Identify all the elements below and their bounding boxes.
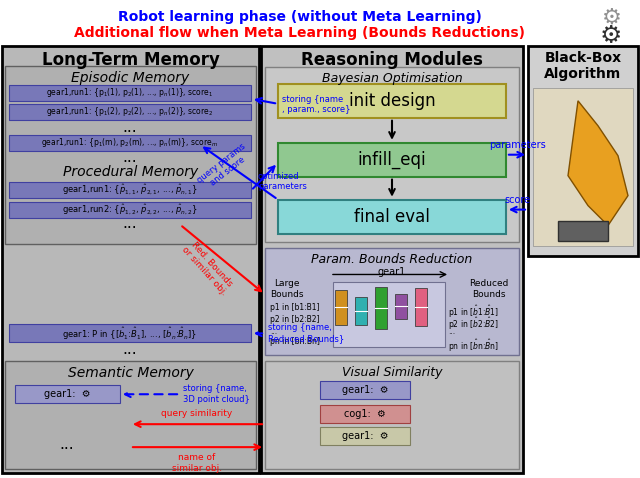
Text: gear1:  ⚙: gear1: ⚙ xyxy=(44,389,90,399)
Text: pn in [$\hat{b}$n:$\hat{B}$n]: pn in [$\hat{b}$n:$\hat{B}$n] xyxy=(448,337,499,354)
Text: optimized
parameters: optimized parameters xyxy=(258,172,307,191)
Text: score: score xyxy=(504,195,530,205)
Bar xyxy=(278,200,506,234)
Bar xyxy=(265,361,519,469)
Text: p1 in [$\hat{b}$1:$\hat{B}$1]: p1 in [$\hat{b}$1:$\hat{B}$1] xyxy=(448,304,499,320)
Text: pn in [bn:Bn]: pn in [bn:Bn] xyxy=(270,337,320,347)
Bar xyxy=(528,46,638,256)
Text: cog1:  ⚙: cog1: ⚙ xyxy=(344,409,386,419)
Bar xyxy=(320,427,410,445)
Bar xyxy=(15,385,120,403)
Bar xyxy=(333,282,445,348)
Text: p1 in [b1:B1]: p1 in [b1:B1] xyxy=(270,304,319,313)
Text: Reasoning Modules: Reasoning Modules xyxy=(301,51,483,69)
Text: Red. Bounds
or similar obj.: Red. Bounds or similar obj. xyxy=(180,238,236,297)
Bar xyxy=(5,361,256,469)
Text: p2 in [$\hat{b}$2:$\hat{B}$2]: p2 in [$\hat{b}$2:$\hat{B}$2] xyxy=(448,315,499,332)
Text: Episodic Memory: Episodic Memory xyxy=(72,71,189,85)
Text: ...: ... xyxy=(123,216,138,231)
Bar xyxy=(375,287,387,329)
Bar xyxy=(9,104,251,120)
Polygon shape xyxy=(568,101,628,226)
Text: ...: ... xyxy=(123,342,138,357)
Bar xyxy=(320,405,410,423)
Text: gear1,run1: {$\hat{p}_{1,1}$, $\hat{p}_{2,1}$, ..., $\hat{p}_{n,1}$}: gear1,run1: {$\hat{p}_{1,1}$, $\hat{p}_{… xyxy=(62,183,198,197)
Bar xyxy=(2,46,259,473)
Bar xyxy=(335,291,347,326)
Text: gear1,run1: {p$_1$(2), p$_2$(2), ..., p$_n$(2)}, score$_2$: gear1,run1: {p$_1$(2), p$_2$(2), ..., p$… xyxy=(46,105,214,118)
Text: Large
Bounds: Large Bounds xyxy=(270,280,304,299)
Text: ...: ... xyxy=(123,120,138,135)
Bar xyxy=(278,84,506,118)
Bar xyxy=(265,67,519,241)
Text: Reduced
Bounds: Reduced Bounds xyxy=(469,280,509,299)
Bar xyxy=(9,135,251,151)
Text: Additional flow when Meta Learning (Bounds Reductions): Additional flow when Meta Learning (Boun… xyxy=(74,26,525,40)
Text: ...: ... xyxy=(60,436,74,452)
Bar xyxy=(355,297,367,326)
Text: ⚙: ⚙ xyxy=(602,8,622,28)
Text: gear1:  ⚙: gear1: ⚙ xyxy=(342,385,388,395)
Text: ...: ... xyxy=(270,327,277,337)
Text: Semantic Memory: Semantic Memory xyxy=(68,366,193,380)
Text: Robot learning phase (without Meta Learning): Robot learning phase (without Meta Learn… xyxy=(118,10,482,24)
Bar xyxy=(9,325,251,342)
Bar xyxy=(415,288,427,326)
Bar xyxy=(261,46,523,473)
Bar xyxy=(533,88,633,246)
Text: storing {name,
Reduced Bounds}: storing {name, Reduced Bounds} xyxy=(268,324,344,343)
Bar xyxy=(9,202,251,217)
Text: query similarity: query similarity xyxy=(161,409,232,418)
Text: query params
and score: query params and score xyxy=(196,142,254,194)
Text: gear1,run1: {p$_1$(m), p$_2$(m), ..., p$_n$(m)}, score$_m$: gear1,run1: {p$_1$(m), p$_2$(m), ..., p$… xyxy=(42,136,218,149)
Text: gear1: gear1 xyxy=(378,268,406,278)
Text: Procedural Memory: Procedural Memory xyxy=(63,165,198,179)
Text: ⚙: ⚙ xyxy=(600,24,622,48)
Text: init design: init design xyxy=(349,92,435,110)
Bar xyxy=(320,381,410,399)
Bar xyxy=(9,85,251,101)
Text: Param. Bounds Reduction: Param. Bounds Reduction xyxy=(312,252,472,265)
Bar xyxy=(395,294,407,319)
Text: parameters: parameters xyxy=(488,140,545,150)
Bar xyxy=(278,143,506,177)
Text: Long-Term Memory: Long-Term Memory xyxy=(42,51,220,69)
Text: p2 in [b2:B2]: p2 in [b2:B2] xyxy=(270,315,319,325)
Bar xyxy=(265,248,519,355)
Bar xyxy=(5,66,256,243)
Text: ...: ... xyxy=(123,150,138,165)
Text: ...: ... xyxy=(448,327,455,337)
Text: Bayesian Optimisation: Bayesian Optimisation xyxy=(322,72,462,85)
Text: Black-Box
Algorithm: Black-Box Algorithm xyxy=(545,51,621,81)
Text: gear1: P in {[$\hat{b}_1$:$\hat{B}_1$], ..., [$\hat{b}_n$:$\hat{B}_n$]}: gear1: P in {[$\hat{b}_1$:$\hat{B}_1$], … xyxy=(62,325,198,342)
Text: infill_eqi: infill_eqi xyxy=(358,151,426,169)
Bar xyxy=(9,182,251,197)
Text: final eval: final eval xyxy=(354,207,430,226)
Text: gear1,run2: {$\hat{p}_{1,2}$, $\hat{p}_{2,2}$, ..., $\hat{p}_{n,2}$}: gear1,run2: {$\hat{p}_{1,2}$, $\hat{p}_{… xyxy=(62,202,198,217)
Text: storing {name
, param., score}: storing {name , param., score} xyxy=(282,95,351,114)
Text: gear1:  ⚙: gear1: ⚙ xyxy=(342,431,388,441)
Text: Visual Similarity: Visual Similarity xyxy=(342,366,442,380)
Bar xyxy=(558,220,608,240)
Text: gear1,run1: {p$_1$(1), p$_2$(1), ..., p$_n$(1)}, score$_1$: gear1,run1: {p$_1$(1), p$_2$(1), ..., p$… xyxy=(46,87,214,99)
Text: storing {name,
3D point cloud}: storing {name, 3D point cloud} xyxy=(183,384,250,403)
Text: name of
similar obj.: name of similar obj. xyxy=(172,453,222,473)
